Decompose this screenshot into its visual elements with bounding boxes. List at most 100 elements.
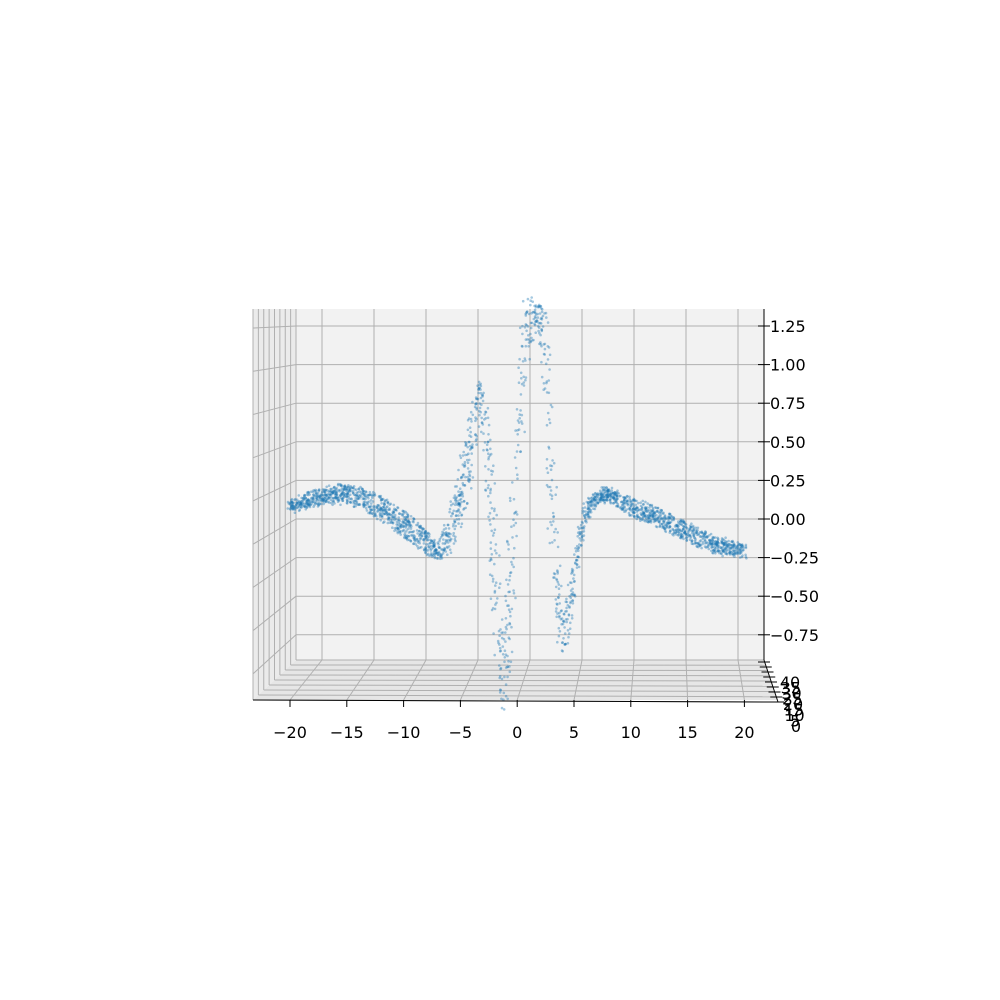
scatter-point — [545, 391, 549, 394]
scatter-point — [548, 541, 552, 545]
scatter-point — [457, 501, 460, 505]
scatter-point — [369, 507, 372, 511]
scatter-point — [318, 502, 322, 506]
scatter-point — [587, 506, 590, 510]
scatter-point — [412, 542, 416, 545]
scatter-point — [324, 493, 327, 497]
scatter-point — [412, 517, 416, 521]
scatter-point — [482, 448, 485, 452]
scatter-points — [286, 296, 748, 711]
scatter-point — [533, 323, 537, 327]
scatter-point — [581, 521, 584, 525]
scatter-point — [506, 604, 509, 607]
scatter-point — [701, 540, 705, 544]
scatter-point — [553, 530, 556, 534]
scatter-point — [303, 505, 307, 509]
scatter-point — [677, 525, 680, 528]
scatter-point — [714, 547, 718, 550]
scatter-point — [566, 617, 569, 621]
scatter-point — [490, 529, 494, 533]
scatter-point — [651, 510, 654, 513]
scatter-point — [351, 490, 355, 493]
scatter-point — [357, 503, 361, 507]
scatter-point — [690, 529, 694, 533]
scatter-point — [589, 496, 593, 500]
scatter-point — [364, 490, 368, 493]
scatter-point — [365, 501, 369, 505]
scatter-point — [399, 526, 403, 529]
scatter-point — [566, 629, 570, 632]
scatter-point — [388, 517, 391, 520]
scatter-point — [514, 521, 518, 525]
scatter-point — [642, 518, 645, 522]
scatter-point — [397, 521, 401, 525]
scatter-point — [647, 517, 651, 520]
scatter-point — [396, 518, 400, 522]
scatter-point — [364, 506, 368, 510]
scatter-point — [475, 397, 478, 401]
scatter-point — [506, 665, 510, 669]
scatter-point — [494, 603, 497, 606]
scatter-point — [586, 514, 590, 517]
scatter-point — [573, 553, 576, 556]
scatter-point — [298, 500, 302, 504]
scatter-point — [305, 502, 309, 506]
scatter-point — [547, 485, 550, 489]
scatter-point — [479, 396, 483, 400]
scatter-point — [573, 595, 577, 598]
scatter-point — [615, 498, 618, 502]
scatter-point — [467, 452, 470, 456]
scatter-point — [422, 539, 426, 542]
scatter-point — [657, 511, 661, 515]
scatter-point — [611, 492, 615, 495]
scatter-point — [560, 641, 564, 644]
scatter-point — [561, 622, 565, 626]
scatter-point — [555, 615, 558, 619]
scatter-point — [363, 503, 366, 506]
scatter-point — [317, 488, 321, 492]
scatter-point — [699, 539, 703, 542]
scatter-point — [507, 660, 510, 663]
scatter-point — [701, 535, 704, 539]
scatter-point — [653, 516, 657, 520]
scatter-point — [666, 521, 669, 525]
scatter-point — [307, 502, 310, 506]
floor-grid-line — [516, 659, 531, 701]
scatter-point — [669, 529, 672, 532]
scatter-point — [327, 490, 331, 494]
scatter-point — [319, 502, 323, 506]
scatter-point — [580, 535, 584, 538]
scatter-point — [401, 513, 405, 516]
scatter-point — [347, 496, 351, 499]
scatter-point — [649, 521, 653, 524]
scatter-point — [484, 465, 487, 468]
scatter-point — [287, 502, 291, 505]
scatter-point — [665, 521, 669, 524]
scatter-point — [648, 504, 652, 507]
scatter-point — [703, 545, 707, 548]
scatter-point — [605, 495, 609, 499]
scatter-point — [642, 502, 645, 506]
scatter-point — [541, 314, 545, 318]
scatter-point — [346, 491, 350, 495]
scatter-point — [430, 539, 434, 543]
scatter-point — [698, 540, 702, 543]
scatter-point — [440, 553, 443, 556]
scatter-point — [481, 394, 484, 397]
scatter-point — [479, 410, 483, 414]
scatter-point — [646, 502, 649, 505]
scatter-point — [644, 509, 647, 513]
scatter-point — [677, 531, 681, 535]
scatter-point — [485, 448, 489, 451]
scatter-point — [735, 547, 738, 550]
scatter-point — [692, 533, 695, 536]
scatter-point — [448, 510, 451, 514]
scatter-point — [532, 310, 536, 314]
scatter-point — [641, 509, 644, 512]
scatter-point — [365, 490, 368, 494]
scatter-point — [605, 486, 608, 490]
scatter-point — [331, 496, 335, 500]
scatter-point — [547, 379, 551, 382]
scatter-point — [348, 490, 352, 493]
scatter-point — [533, 308, 537, 312]
